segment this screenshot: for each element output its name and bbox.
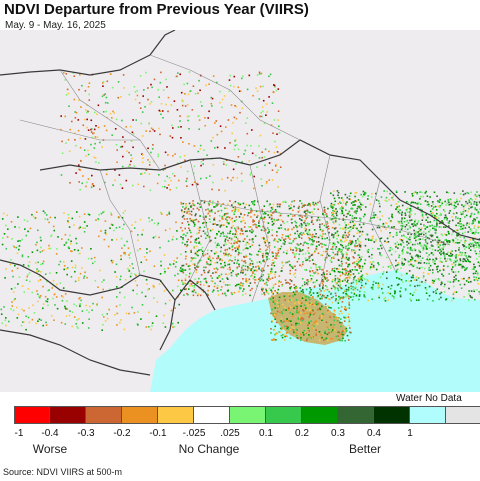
legend-tick-label: 1 bbox=[407, 428, 413, 439]
legend-water-nodata-label: Water No Data bbox=[396, 393, 462, 404]
legend-swatch bbox=[410, 406, 446, 424]
legend-category-worse: Worse bbox=[32, 442, 68, 456]
legend-category-better: Better bbox=[348, 442, 382, 456]
legend-swatch bbox=[86, 406, 122, 424]
legend-tick-label: 0.3 bbox=[331, 428, 345, 439]
legend-tick-label: -0.3 bbox=[77, 428, 95, 439]
legend-tick-label: -1 bbox=[14, 428, 24, 439]
legend-category-no-change: No Change bbox=[178, 442, 240, 456]
legend-tick-label: 0.1 bbox=[259, 428, 273, 439]
legend-swatch bbox=[266, 406, 302, 424]
legend-swatch bbox=[374, 406, 410, 424]
legend-swatch bbox=[302, 406, 338, 424]
legend-tick-label: -0.4 bbox=[41, 428, 59, 439]
ndvi-pixels bbox=[0, 71, 480, 342]
source-note: Source: NDVI VIIRS at 500-m bbox=[3, 467, 123, 477]
legend-tick-label: -.025 bbox=[182, 428, 206, 439]
legend-swatch bbox=[230, 406, 266, 424]
legend-color-bar bbox=[14, 406, 480, 424]
legend-swatch bbox=[446, 406, 480, 424]
legend-swatch bbox=[50, 406, 86, 424]
ndvi-map bbox=[0, 30, 480, 392]
map-title: NDVI Departure from Previous Year (VIIRS… bbox=[4, 1, 309, 18]
legend-tick-label: -0.2 bbox=[113, 428, 131, 439]
legend-tick-label: -0.1 bbox=[149, 428, 167, 439]
legend-tick-label: 0.2 bbox=[295, 428, 309, 439]
region-borders bbox=[19, 54, 451, 303]
legend-swatch bbox=[122, 406, 158, 424]
legend-swatch bbox=[14, 406, 50, 424]
legend-tick-label: .025 bbox=[220, 428, 240, 439]
legend-swatch bbox=[158, 406, 194, 424]
legend-tick-labels: -1 -0.4 -0.3 -0.2 -0.1 -.025 .025 0.1 0.2 0.3 0.4 1 bbox=[0, 428, 480, 442]
country-borders bbox=[0, 30, 480, 376]
date-range: May. 9 - May. 16, 2025 bbox=[5, 20, 106, 31]
legend-tick-label: 0.4 bbox=[367, 428, 381, 439]
legend-swatch bbox=[338, 406, 374, 424]
legend-swatch bbox=[194, 406, 230, 424]
